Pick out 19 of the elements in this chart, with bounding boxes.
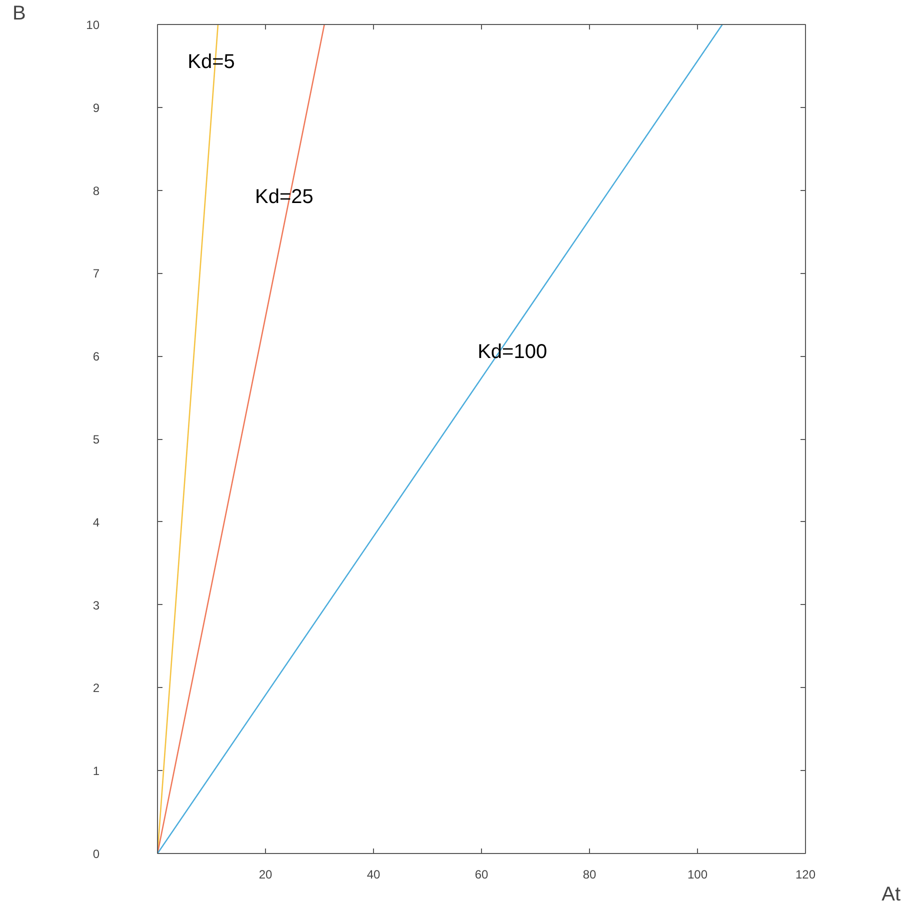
y-tick-label: 7: [92, 266, 100, 281]
y-axis-title: B: [12, 2, 26, 24]
y-tick-label: 4: [92, 515, 100, 530]
y-tick-label: 8: [92, 184, 100, 198]
x-tick-label: 40: [366, 868, 380, 882]
y-tick-label: 5: [92, 432, 100, 446]
x-tick-label: 120: [795, 868, 816, 882]
y-tick-label: 2: [92, 681, 100, 696]
y-tick-label: 0: [92, 847, 100, 861]
x-tick-label: 20: [258, 868, 272, 882]
y-tick-label: 10: [86, 18, 100, 32]
y-tick-label: 6: [92, 350, 100, 364]
x-tick-label: 60: [474, 868, 488, 882]
x-tick-label: 80: [582, 868, 596, 882]
y-tick-label: 9: [92, 100, 100, 115]
y-tick-label: 3: [92, 598, 100, 612]
y-tick-label: 1: [92, 764, 100, 778]
x-axis-title: At: [882, 884, 901, 905]
x-tick-label: 100: [687, 868, 708, 882]
